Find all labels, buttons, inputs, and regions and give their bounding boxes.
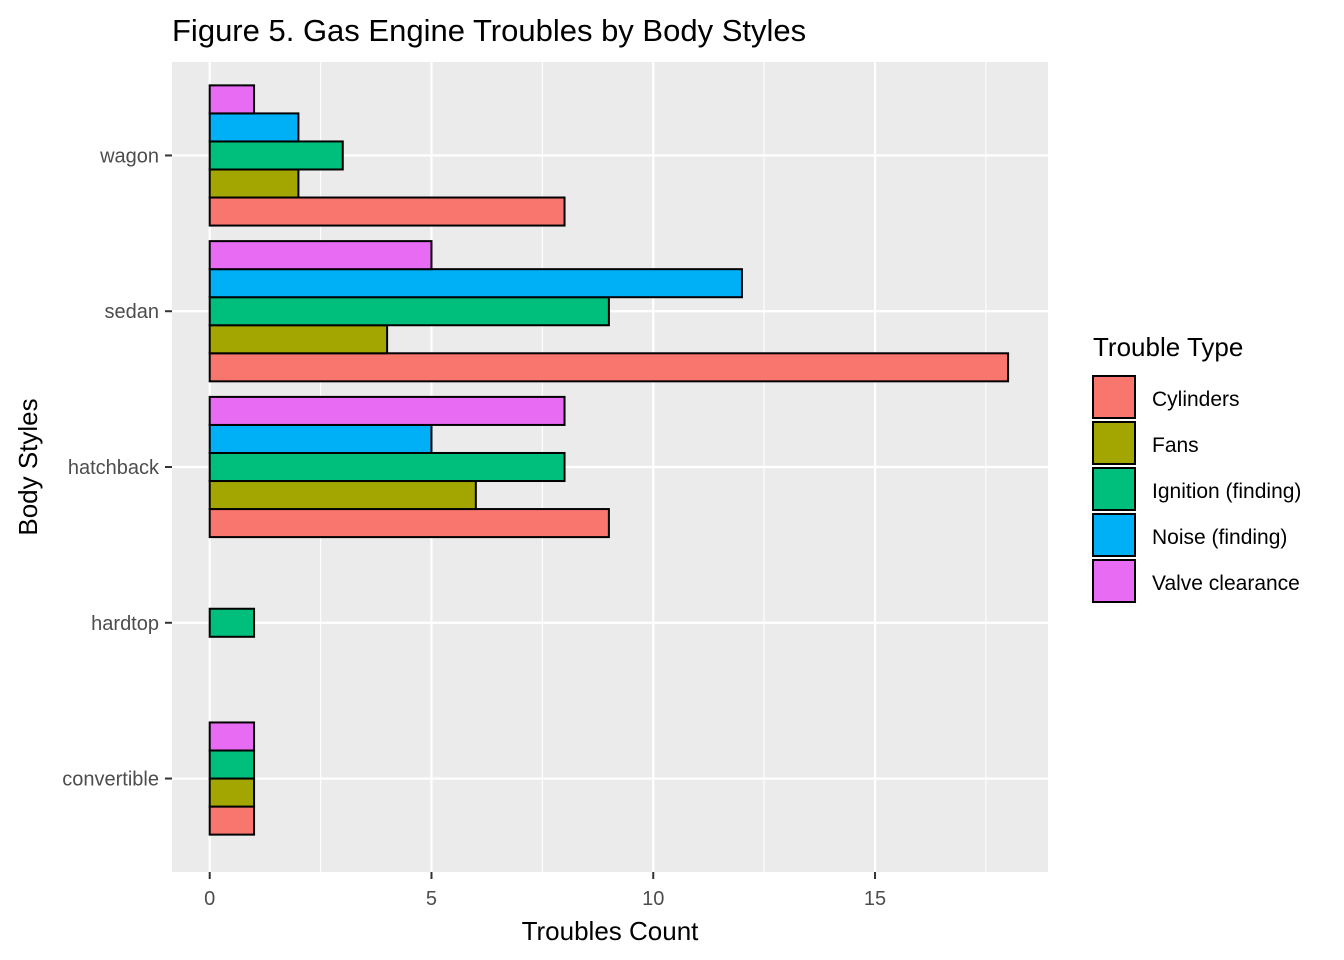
x-tick-label: 10 (642, 888, 664, 910)
y-tick-label: sedan (105, 301, 160, 323)
bar-wagon-noise-finding (208, 112, 300, 143)
x-axis: 0 5 10 15 (204, 872, 886, 910)
legend-key (1092, 467, 1136, 511)
x-tick-label: 0 (204, 888, 215, 910)
legend-label: Valve clearance (1152, 572, 1300, 595)
y-tick-label: hardtop (91, 613, 159, 635)
legend-key (1092, 421, 1136, 465)
x-axis-title: Troubles Count (522, 916, 700, 946)
legend-title: Trouble Type (1093, 332, 1243, 362)
legend-key (1092, 375, 1136, 419)
y-tick-label: wagon (99, 145, 159, 167)
bars (208, 84, 1010, 836)
bar-hatchback-ignition-finding (208, 451, 566, 483)
bar-sedan-cylinders (208, 352, 1010, 383)
bar-wagon-ignition-finding (208, 140, 344, 171)
bar-convertible-cylinders (208, 805, 256, 836)
bar-hardtop-ignition-finding (208, 607, 256, 638)
bar-hatchback-fans (208, 480, 477, 511)
legend-label: Fans (1152, 434, 1199, 457)
bar-sedan-fans (208, 324, 389, 355)
bar-convertible-valve-clearance (208, 721, 256, 752)
bar-hatchback-valve-clearance (208, 395, 566, 426)
bar-sedan-noise-finding (208, 268, 743, 299)
bar-sedan-ignition-finding (208, 296, 610, 327)
bar-convertible-ignition-finding (208, 749, 256, 780)
y-tick-label: hatchback (68, 457, 160, 479)
y-axis-title: Body Styles (13, 398, 43, 535)
legend-key (1092, 513, 1136, 557)
y-tick-label: convertible (62, 769, 159, 791)
legend-key (1092, 559, 1136, 603)
bar-wagon-cylinders (208, 196, 566, 227)
legend-label: Noise (finding) (1152, 526, 1287, 549)
x-tick-label: 5 (426, 888, 437, 910)
bar-hatchback-cylinders (208, 508, 610, 539)
bar-wagon-fans (208, 168, 300, 199)
bar-wagon-valve-clearance (208, 84, 256, 115)
bar-hatchback-noise-finding (208, 423, 433, 454)
y-axis: convertible hardtop hatchback sedan wagon (62, 145, 172, 791)
legend-label: Cylinders (1152, 388, 1240, 411)
x-tick-label: 15 (864, 888, 886, 910)
bar-sedan-valve-clearance (208, 240, 433, 271)
chart-title: Figure 5. Gas Engine Troubles by Body St… (172, 13, 806, 48)
bar-convertible-fans (208, 777, 256, 808)
legend-label: Ignition (finding) (1152, 480, 1301, 503)
legend: Trouble Type Cylinders Fans Ignition (find… (1092, 332, 1301, 603)
